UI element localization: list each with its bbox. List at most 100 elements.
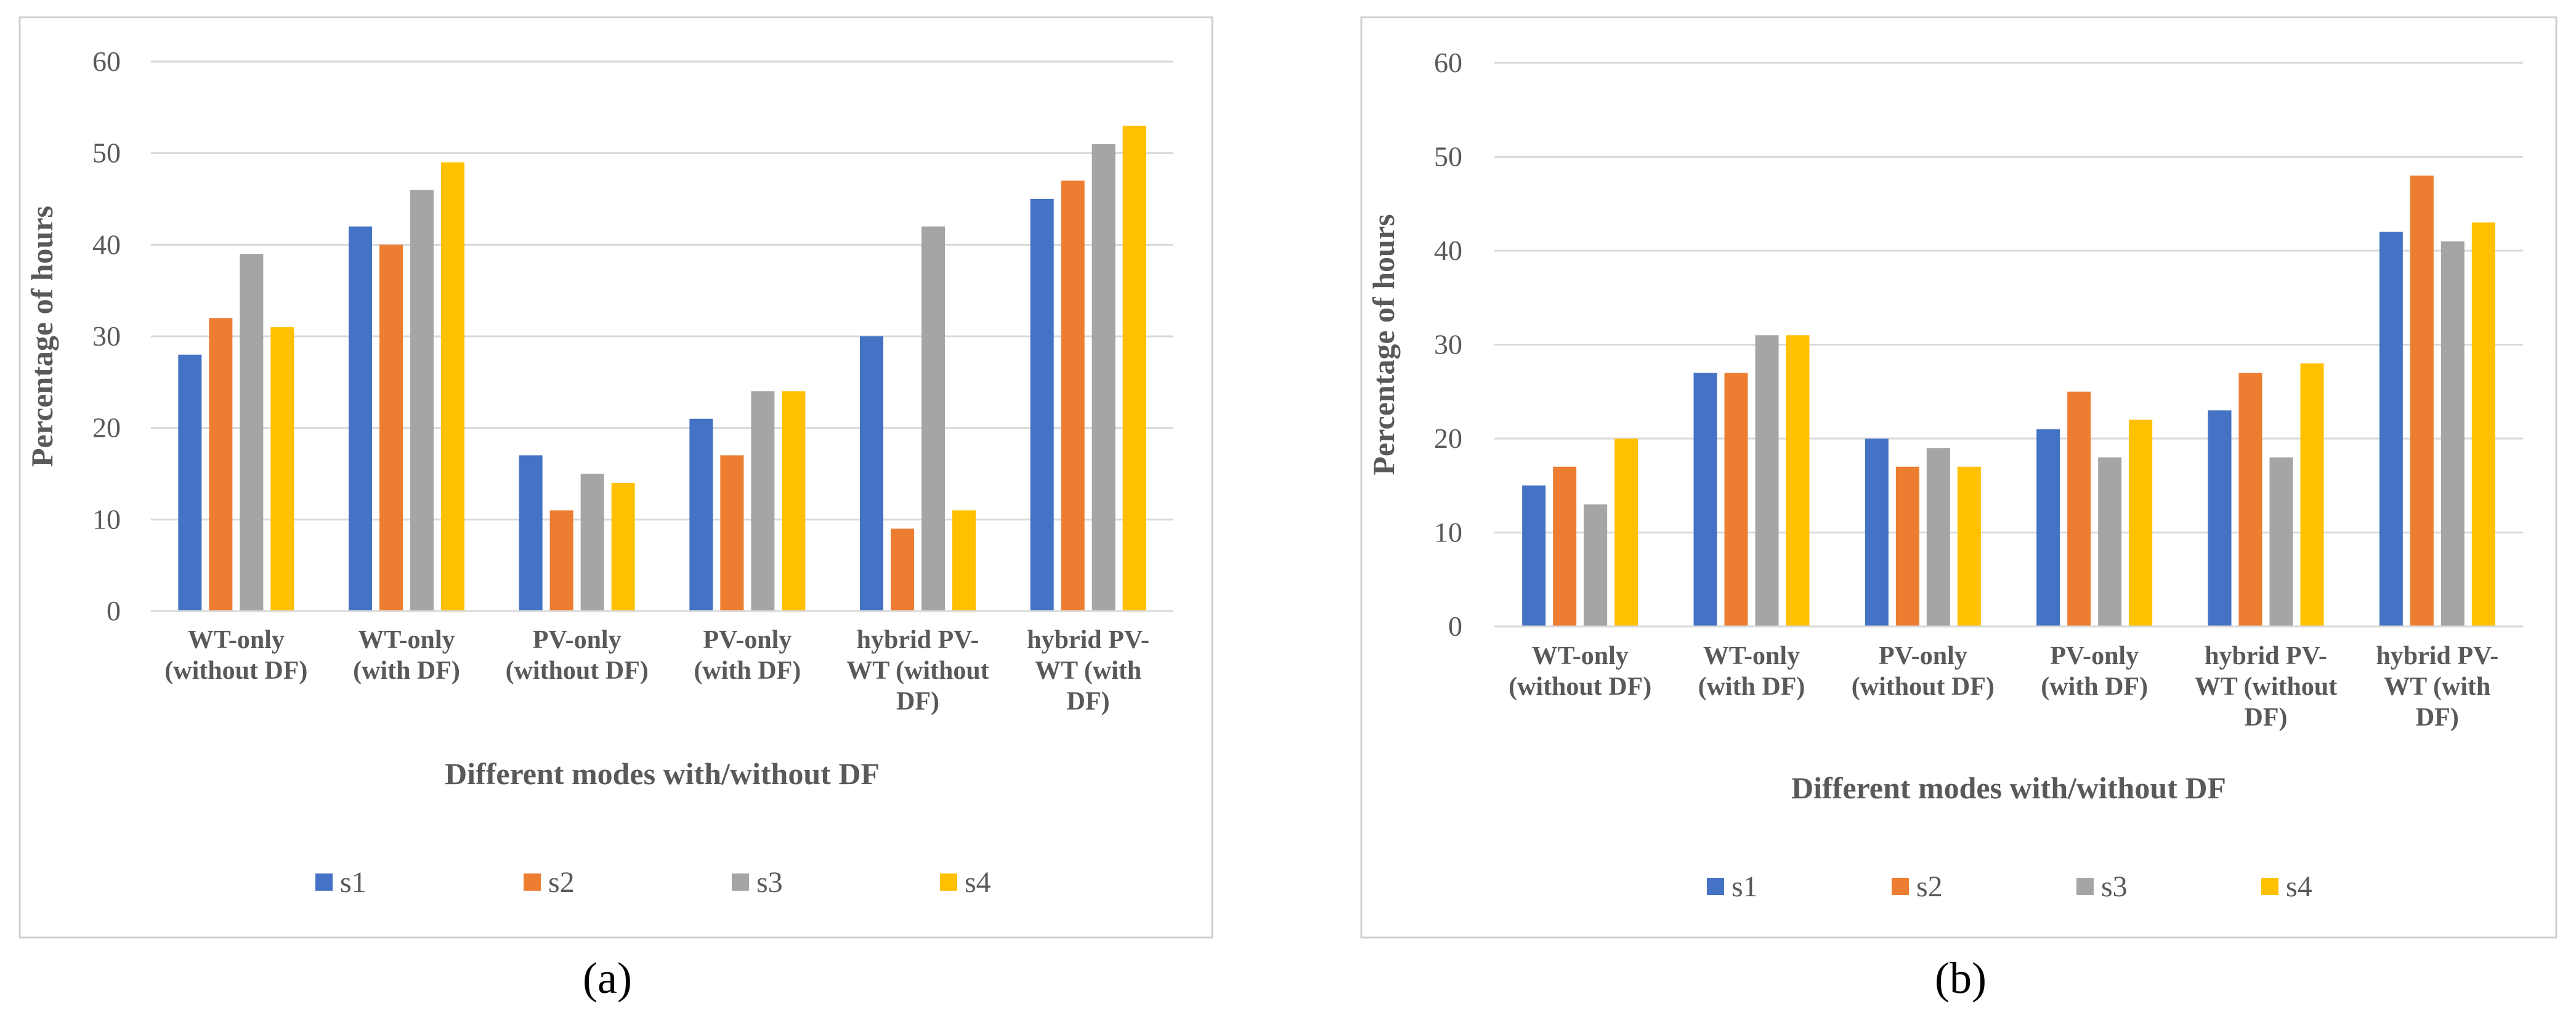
y-tick-label: 60 bbox=[92, 46, 121, 77]
x-tick-label: (with DF) bbox=[694, 657, 801, 685]
x-tick-label: (with DF) bbox=[1698, 673, 1805, 701]
bar-s1-cat-5 bbox=[860, 336, 883, 611]
chart-panel-a: 0 10 20 30 40 50 60 WT-only (without DF) WT-only (… bbox=[18, 16, 1213, 1003]
chart-frame bbox=[18, 16, 1213, 939]
y-tick-label: 0 bbox=[1448, 610, 1462, 642]
bar-s4-cat-6 bbox=[1122, 126, 1146, 612]
legend-label-s2: s2 bbox=[548, 866, 575, 899]
x-tick-label: DF) bbox=[1067, 687, 1110, 716]
chart-frame bbox=[1360, 16, 2558, 939]
legend-swatch-s3 bbox=[732, 873, 749, 891]
x-tick-label: PV-only bbox=[533, 626, 622, 654]
bar-s2-cat-3 bbox=[1895, 466, 1919, 626]
x-tick-label: hybrid PV- bbox=[2205, 642, 2327, 670]
x-tick-label: WT-only bbox=[1532, 642, 1629, 670]
x-tick-label: hybrid PV- bbox=[2376, 642, 2498, 670]
legend-swatch-s4 bbox=[940, 873, 957, 891]
bar-s4-cat-5 bbox=[2300, 363, 2324, 626]
legend-swatch-s3 bbox=[2076, 878, 2094, 895]
legend-label-s4: s4 bbox=[965, 866, 991, 899]
bar-s2-cat-3 bbox=[549, 510, 573, 611]
x-tick-label: WT (without bbox=[2195, 673, 2337, 701]
bar-s4-cat-2 bbox=[1786, 335, 1810, 626]
bar-s1-cat-4 bbox=[689, 418, 713, 611]
y-tick-label: 10 bbox=[92, 503, 121, 535]
legend-label-s4: s4 bbox=[2286, 870, 2312, 903]
bar-s2-cat-1 bbox=[1553, 466, 1577, 626]
legend-label-s3: s3 bbox=[2101, 870, 2128, 903]
bar-s3-cat-4 bbox=[2098, 457, 2122, 626]
x-tick-label: PV-only bbox=[1879, 642, 1967, 670]
bar-s2-cat-1 bbox=[209, 318, 233, 611]
bar-s3-cat-2 bbox=[1755, 335, 1779, 626]
bar-s2-cat-6 bbox=[2410, 176, 2434, 626]
bar-s2-cat-6 bbox=[1061, 180, 1085, 611]
legend-label-s1: s1 bbox=[1732, 870, 1758, 903]
bar-s1-cat-4 bbox=[2036, 429, 2060, 626]
y-tick-label: 30 bbox=[1434, 329, 1462, 360]
bar-s2-cat-5 bbox=[2238, 373, 2262, 626]
x-tick-label: DF) bbox=[2416, 703, 2459, 732]
y-tick-label: 20 bbox=[92, 412, 121, 444]
x-tick-label: WT (with bbox=[1035, 657, 1141, 685]
bar-s3-cat-6 bbox=[1092, 144, 1116, 612]
bar-s4-cat-5 bbox=[952, 510, 976, 611]
bar-s1-cat-1 bbox=[178, 354, 202, 611]
bar-s3-cat-2 bbox=[410, 190, 434, 612]
bar-s1-cat-6 bbox=[1030, 199, 1054, 611]
x-axis-title: Different modes with/without DF bbox=[1791, 771, 2226, 805]
bar-s4-cat-2 bbox=[441, 162, 464, 611]
legend-swatch-s4 bbox=[2261, 878, 2278, 895]
bar-s1-cat-2 bbox=[1693, 373, 1717, 626]
bar-s4-cat-1 bbox=[1614, 439, 1638, 626]
legend-swatch-s2 bbox=[1892, 878, 1909, 895]
y-tick-label: 20 bbox=[1434, 423, 1462, 454]
bar-s1-cat-5 bbox=[2208, 410, 2232, 626]
x-tick-label: WT-only bbox=[358, 626, 455, 654]
x-tick-label: PV-only bbox=[2050, 642, 2139, 670]
x-tick-label: WT-only bbox=[1703, 642, 1800, 670]
x-tick-label: PV-only bbox=[703, 626, 792, 654]
bar-s3-cat-3 bbox=[1926, 448, 1950, 626]
bar-s4-cat-6 bbox=[2471, 222, 2495, 626]
y-tick-label: 30 bbox=[92, 320, 121, 352]
x-tick-label: DF) bbox=[2245, 703, 2288, 732]
x-tick-label: (without DF) bbox=[164, 657, 307, 685]
x-tick-label: (without DF) bbox=[1509, 673, 1651, 701]
panel-label: (b) bbox=[1935, 954, 1987, 1003]
y-axis-title: Percentage of hours bbox=[25, 206, 59, 467]
legend-swatch-s1 bbox=[315, 873, 333, 891]
x-tick-label: (with DF) bbox=[353, 657, 460, 685]
y-tick-label: 10 bbox=[1434, 517, 1462, 548]
y-axis-title: Percentage of hours bbox=[1366, 214, 1401, 476]
chart-panel-b: 0 10 20 30 40 50 60 WT-only (without DF) WT-only (… bbox=[1360, 16, 2558, 1003]
bar-s1-cat-6 bbox=[2379, 232, 2403, 626]
bar-s1-cat-1 bbox=[1522, 485, 1546, 626]
bar-s4-cat-3 bbox=[1957, 466, 1981, 626]
bar-s3-cat-3 bbox=[580, 474, 604, 611]
bar-s4-cat-1 bbox=[270, 327, 294, 611]
legend-label-s2: s2 bbox=[1916, 870, 1943, 903]
x-tick-label: (with DF) bbox=[2041, 673, 2148, 701]
x-tick-label: WT-only bbox=[188, 626, 285, 654]
legend-label-s3: s3 bbox=[756, 866, 783, 899]
bar-s1-cat-2 bbox=[349, 226, 372, 612]
bar-s3-cat-1 bbox=[1584, 504, 1608, 626]
bar-s2-cat-5 bbox=[891, 529, 914, 611]
x-tick-label: hybrid PV- bbox=[857, 626, 979, 654]
bar-s2-cat-4 bbox=[2067, 391, 2091, 626]
bar-s2-cat-2 bbox=[1724, 373, 1748, 626]
x-tick-label: (without DF) bbox=[1852, 673, 1995, 701]
legend-label-s1: s1 bbox=[340, 866, 367, 899]
bar-s3-cat-6 bbox=[2440, 241, 2465, 626]
x-axis-title: Different modes with/without DF bbox=[445, 756, 880, 791]
bar-s3-cat-4 bbox=[751, 391, 775, 611]
x-tick-label: DF) bbox=[896, 687, 939, 716]
x-tick-label: WT (without bbox=[846, 657, 989, 685]
bar-s2-cat-4 bbox=[720, 455, 744, 611]
x-tick-label: WT (with bbox=[2384, 673, 2490, 701]
bar-s4-cat-3 bbox=[611, 482, 635, 611]
panel-label: (a) bbox=[583, 954, 632, 1003]
